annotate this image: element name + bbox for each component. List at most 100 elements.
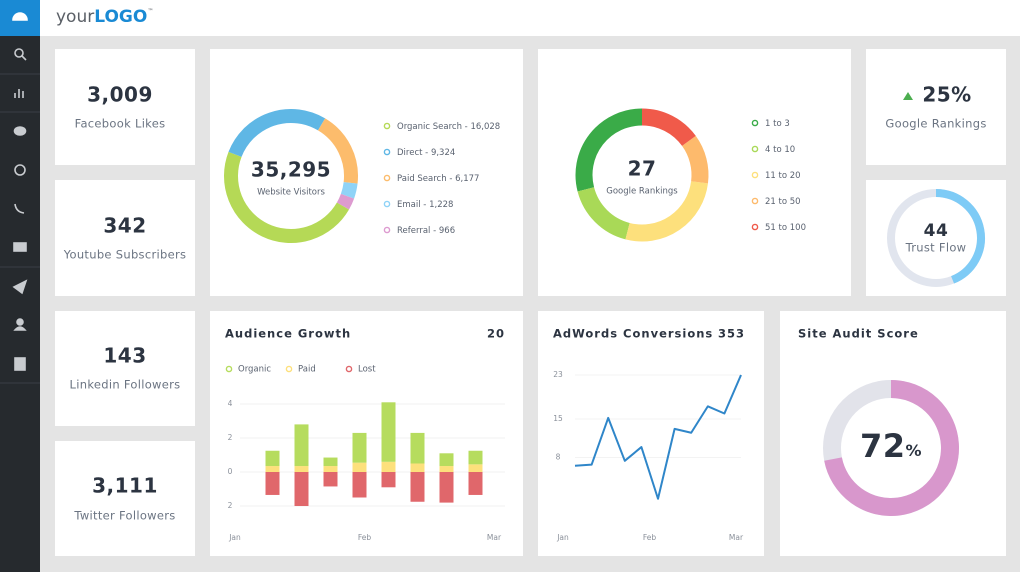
bar-segment xyxy=(265,450,280,467)
legend-name: 51 to 100 xyxy=(765,223,806,233)
legend-entry: 4 to 10 xyxy=(765,145,795,155)
card xyxy=(538,311,764,556)
y-tick-label: 8 xyxy=(556,453,561,462)
bar-segment xyxy=(439,466,454,472)
legend-entry: Paid Search - 6,177 xyxy=(397,174,479,184)
bar-segment xyxy=(265,466,280,472)
legend-dot xyxy=(383,174,391,182)
chart-title: Site Audit Score xyxy=(798,327,919,341)
legend-dot xyxy=(345,365,353,373)
legend-entry: 1 to 3 xyxy=(765,119,790,129)
bar-segment xyxy=(294,472,309,506)
bar-segment xyxy=(381,472,396,488)
legend-dot xyxy=(383,148,391,156)
bar-segment xyxy=(439,453,454,467)
card xyxy=(55,180,195,296)
phone-icon[interactable] xyxy=(14,203,25,214)
legend-name: Email xyxy=(397,200,421,210)
legend-entry: 11 to 20 xyxy=(765,171,801,181)
legend-name: Paid Search xyxy=(397,174,447,184)
user-icon-body xyxy=(13,326,27,331)
legend-dot xyxy=(751,171,759,179)
legend-name: Paid xyxy=(298,365,316,375)
logo[interactable]: yourLOGO™ xyxy=(56,7,153,27)
logo-text: your xyxy=(56,7,94,27)
bar-segment xyxy=(468,472,483,495)
search-icon[interactable] xyxy=(14,48,24,58)
donut-label: Google Rankings xyxy=(606,187,678,197)
bar-segment xyxy=(468,464,483,472)
y-tick-label: 0 xyxy=(228,467,233,476)
legend-entry: Email - 1,228 xyxy=(397,200,453,210)
legend-name: Lost xyxy=(358,365,376,375)
x-tick-label: Feb xyxy=(358,533,372,542)
bar-segment xyxy=(352,472,367,498)
legend-name: 1 to 3 xyxy=(765,119,790,129)
legend-entry: Referral - 966 xyxy=(397,226,455,236)
legend-name: 11 to 20 xyxy=(765,171,801,181)
bar-segment xyxy=(410,463,425,472)
up-arrow xyxy=(903,92,913,100)
legend-sep: - xyxy=(462,122,470,132)
donut-total: 27 xyxy=(628,157,657,181)
chart-count: 20 xyxy=(487,327,505,341)
stats-icon[interactable] xyxy=(14,89,24,98)
gauge-value: 72% xyxy=(860,427,922,465)
donut-segment xyxy=(228,109,326,158)
legend-dot xyxy=(383,200,391,208)
logo-bold: LOGO xyxy=(94,7,147,27)
legend-sep: - xyxy=(447,174,455,184)
gauge-number: 44 xyxy=(924,221,949,241)
legend-name: Direct xyxy=(397,148,423,158)
bar-segment xyxy=(381,461,396,472)
legend-value: 966 xyxy=(439,226,455,236)
top-bar xyxy=(40,0,1020,36)
stat-value: 3,009 xyxy=(87,83,153,107)
legend-sep: - xyxy=(421,200,429,210)
donut-segment xyxy=(336,193,355,210)
legend-dot xyxy=(383,226,391,234)
bar-segment xyxy=(381,402,396,462)
donut-segment xyxy=(641,108,696,147)
x-tick-label: Mar xyxy=(487,533,502,542)
bar-segment xyxy=(294,424,309,467)
bar-segment xyxy=(352,462,367,472)
gauge-arc xyxy=(824,380,959,516)
send-icon[interactable] xyxy=(12,279,28,295)
gauge-label: Trust Flow xyxy=(905,241,967,255)
chat-icon[interactable] xyxy=(13,126,27,136)
gauge-number: 72 xyxy=(860,427,906,465)
bar-segment xyxy=(323,457,338,467)
legend-entry: Direct - 9,324 xyxy=(397,148,455,158)
gauge-arc xyxy=(935,189,985,284)
y-tick-label: 2 xyxy=(228,501,233,510)
legend-name: Referral xyxy=(397,226,430,236)
card xyxy=(55,441,195,556)
legend-entry: Organic Search - 16,028 xyxy=(397,122,500,132)
card xyxy=(55,49,195,165)
legend-dot xyxy=(751,197,759,205)
chart-title: AdWords Conversions xyxy=(553,327,713,341)
legend-dot xyxy=(751,145,759,153)
mail-icon[interactable] xyxy=(13,242,27,252)
clipboard-icon[interactable] xyxy=(14,357,26,371)
stat-value: 143 xyxy=(103,344,146,368)
dashboard-icon[interactable] xyxy=(12,12,28,21)
search-icon-handle xyxy=(21,55,27,61)
user-icon[interactable] xyxy=(16,318,24,326)
at-icon[interactable] xyxy=(14,164,26,176)
bar-segment xyxy=(352,432,367,463)
y-tick-label: 23 xyxy=(553,370,563,379)
gauge-value: 44 xyxy=(924,221,949,241)
rank-change-label: Google Rankings xyxy=(885,117,986,131)
legend-value: 1,228 xyxy=(429,200,453,210)
y-tick-label: 15 xyxy=(553,414,563,423)
rank-change-value: 25% xyxy=(922,83,971,107)
legend-name: Organic xyxy=(238,365,271,375)
x-tick-label: Jan xyxy=(556,533,569,542)
legend-dot xyxy=(751,119,759,127)
cards xyxy=(55,49,1006,556)
gauge-unit: % xyxy=(906,441,923,460)
legend-dot xyxy=(285,365,293,373)
